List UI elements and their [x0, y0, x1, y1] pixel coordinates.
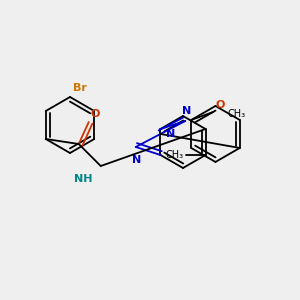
- Text: NH: NH: [74, 174, 93, 184]
- Text: CH₃: CH₃: [165, 150, 184, 160]
- Text: N: N: [182, 106, 191, 116]
- Text: Br: Br: [73, 83, 87, 93]
- Text: O: O: [215, 100, 225, 110]
- Text: N: N: [132, 155, 141, 165]
- Text: O: O: [91, 109, 100, 119]
- Text: N: N: [167, 129, 176, 139]
- Text: CH₃: CH₃: [227, 109, 245, 119]
